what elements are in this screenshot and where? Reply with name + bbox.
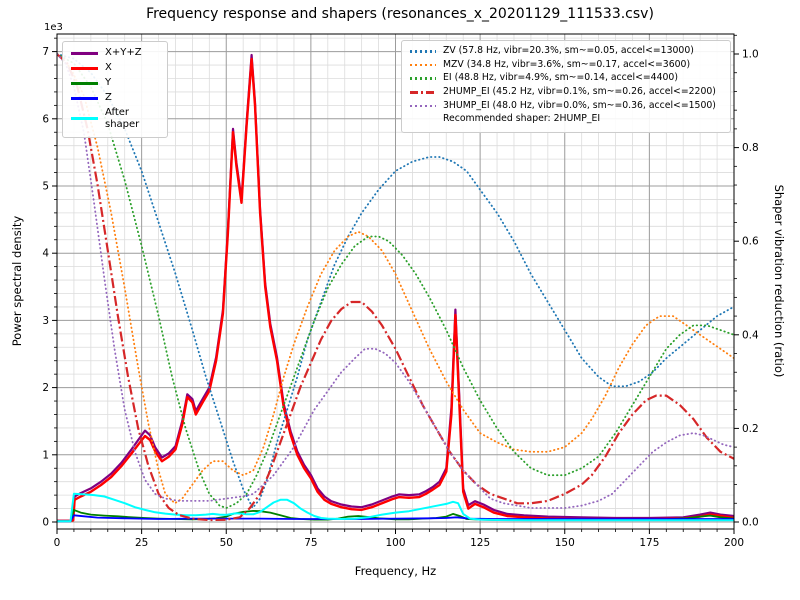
legend-item: After shaper <box>71 107 159 130</box>
legend-label: 2HUMP_EI (45.2 Hz, vibr=0.1%, sm~=0.26, … <box>443 86 716 98</box>
legend-item: X <box>71 62 159 74</box>
legend-item: Y <box>71 77 159 89</box>
y-axis-label-left: Power spectral density <box>10 215 24 347</box>
series-zv <box>57 53 734 509</box>
y-axis-label-right: Shaper vibration reduction (ratio) <box>772 184 786 378</box>
legend-line-sample <box>71 117 98 120</box>
legend-psd: X+Y+Z X Y Z After shaper <box>62 41 168 138</box>
y-right-tick-label: 0.8 <box>742 142 759 154</box>
legend-label: X <box>105 62 112 74</box>
legend-line-sample <box>410 50 436 53</box>
legend-line-sample <box>71 66 98 70</box>
y-left-tick-label: 5 <box>42 181 49 193</box>
series-2hump_ei <box>57 53 734 522</box>
y-axis-offset-text: 1e3 <box>44 22 63 33</box>
ticks <box>52 34 739 534</box>
legend-label: ZV (57.8 Hz, vibr=20.3%, sm~=0.05, accel… <box>443 45 694 56</box>
legend-label: MZV (34.8 Hz, vibr=3.6%, sm~=0.17, accel… <box>443 58 691 70</box>
legend-item: EI (48.8 Hz, vibr=4.9%, sm~=0.14, accel<… <box>410 73 722 84</box>
legend-item: X+Y+Z <box>71 47 159 59</box>
legend-item: ZV (57.8 Hz, vibr=20.3%, sm~=0.05, accel… <box>410 45 722 57</box>
chart-title: Frequency response and shapers (resonanc… <box>146 6 654 22</box>
x-tick-label: 125 <box>470 537 490 549</box>
legend-label: Recommended shaper: 2HUMP_EI <box>443 113 601 125</box>
legend-item: MZV (34.8 Hz, vibr=3.6%, sm~=0.17, accel… <box>410 58 722 71</box>
legend-item: 3HUMP_EI (48.0 Hz, vibr=0.0%, sm~=0.36, … <box>410 99 722 112</box>
y-left-tick-label: 6 <box>42 113 49 125</box>
y-left-tick-label: 3 <box>42 315 49 327</box>
x-tick-label: 25 <box>135 537 148 549</box>
y-left-tick-label: 2 <box>42 382 49 394</box>
x-axis-label: Frequency, Hz <box>354 564 437 578</box>
x-tick-label: 175 <box>639 537 659 549</box>
legend-line-sample <box>410 77 436 80</box>
series-group <box>57 53 734 523</box>
series-3hump_ei <box>57 53 734 509</box>
legend-label: X+Y+Z <box>105 47 142 59</box>
legend-shapers: ZV (57.8 Hz, vibr=20.3%, sm~=0.05, accel… <box>401 40 731 134</box>
legend-line-sample <box>410 104 436 108</box>
legend-line-sample <box>410 91 436 94</box>
legend-item: Z <box>71 92 159 104</box>
x-tick-label: 50 <box>220 537 233 549</box>
legend-label: Z <box>105 92 112 104</box>
x-tick-label: 75 <box>304 537 317 549</box>
legend-line-sample <box>71 51 98 55</box>
legend-item: Recommended shaper: 2HUMP_EI <box>410 114 722 125</box>
y-right-tick-label: 0.2 <box>742 423 759 435</box>
legend-label: Y <box>105 77 112 89</box>
y-left-tick-label: 1 <box>42 449 49 461</box>
legend-label: 3HUMP_EI (48.0 Hz, vibr=0.0%, sm~=0.36, … <box>443 99 716 111</box>
legend-line-sample <box>410 63 436 67</box>
y-right-tick-label: 1.0 <box>742 49 759 61</box>
x-tick-label: 100 <box>385 537 405 549</box>
x-tick-label: 150 <box>555 537 575 549</box>
legend-label: After shaper <box>105 107 140 130</box>
legend-line-sample <box>71 96 98 100</box>
legend-item: 2HUMP_EI (45.2 Hz, vibr=0.1%, sm~=0.26, … <box>410 86 722 98</box>
series-after-shaper <box>57 492 734 523</box>
y-right-tick-label: 0.0 <box>742 517 759 529</box>
legend-label: EI (48.8 Hz, vibr=4.9%, sm~=0.14, accel<… <box>443 72 678 84</box>
y-right-tick-label: 0.6 <box>742 236 759 248</box>
series-ei <box>57 53 734 509</box>
x-tick-label: 0 <box>54 537 61 549</box>
legend-line-sample <box>71 81 98 85</box>
y-left-tick-label: 0 <box>42 517 49 529</box>
legend-spacer <box>410 119 436 122</box>
y-right-tick-label: 0.4 <box>742 329 759 341</box>
y-left-tick-label: 7 <box>42 46 49 58</box>
y-left-tick-label: 4 <box>42 248 49 260</box>
x-tick-label: 200 <box>724 537 744 549</box>
